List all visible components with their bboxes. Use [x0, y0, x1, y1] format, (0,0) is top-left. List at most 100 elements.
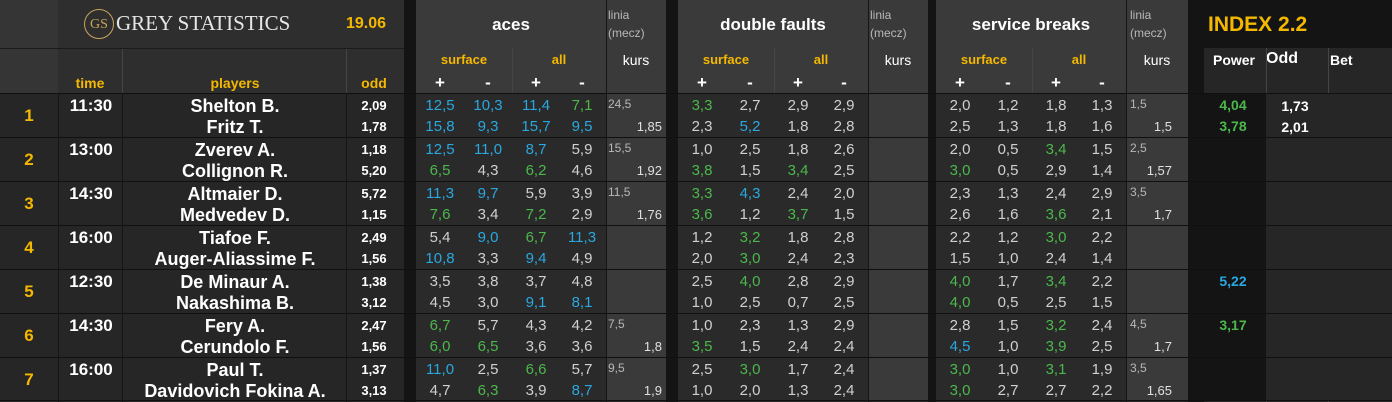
index-odd-value: 2,01	[1281, 119, 1309, 135]
grid-line	[0, 400, 1392, 401]
odd-cell	[346, 313, 404, 357]
aces-value: 4,3	[525, 317, 547, 334]
sb-linia-cell	[1126, 313, 1188, 357]
double-faults-value: 3,3	[691, 97, 713, 114]
players-cell	[58, 93, 346, 137]
grid-line	[1126, 0, 1127, 402]
bet-header: Bet	[1330, 52, 1353, 68]
grid-line	[122, 48, 123, 93]
index-odd-cell	[1266, 225, 1328, 269]
bet-cell	[1328, 357, 1392, 401]
aces-value: 6,0	[429, 338, 451, 355]
aces-minus-header: -	[485, 73, 491, 92]
grid-line	[0, 93, 1392, 94]
index-odd-value: 1,73	[1281, 98, 1309, 114]
double-faults-value: 4,3	[739, 185, 761, 202]
aces-value: 12,5	[425, 97, 455, 114]
player-1-name: Shelton B.	[190, 96, 280, 116]
power-cell	[1204, 181, 1266, 225]
sb-linia-cell	[1126, 225, 1188, 269]
double-faults-value: 2,3	[833, 250, 855, 267]
aces-value: 15,8	[425, 118, 455, 135]
sb-plus-header: +	[955, 73, 965, 92]
sb-linia-cell	[1126, 269, 1188, 313]
match-number: 3	[24, 194, 34, 213]
row-number-cell	[0, 225, 58, 269]
players-cell	[58, 225, 346, 269]
separator	[1188, 0, 1204, 402]
bet-cell	[1328, 137, 1392, 181]
double-faults-value: 1,8	[787, 118, 809, 135]
index-odd-cell	[1266, 137, 1328, 181]
row-number-cell	[0, 269, 58, 313]
aces-linia-header	[606, 0, 666, 93]
sb-linia-value: 4,5	[1130, 317, 1147, 331]
double-faults-value: 2,9	[833, 273, 855, 290]
player-1-odd: 5,72	[361, 186, 387, 201]
sb-linia-value: 3,5	[1130, 185, 1147, 199]
power-cell	[1204, 269, 1266, 313]
service-breaks-value: 3,0	[949, 382, 971, 399]
service-breaks-value: 3,0	[949, 361, 971, 378]
aces-mecz-label: (mecz)	[608, 26, 645, 40]
player-2-name: Fritz T.	[206, 117, 264, 137]
service-breaks-value: 2,9	[1091, 185, 1113, 202]
power-value: 3,17	[1219, 317, 1247, 333]
player-2-name: Davidovich Fokina A.	[144, 381, 326, 401]
players-header: players	[210, 75, 260, 91]
aces-minus-header: -	[579, 73, 585, 92]
sb-linia-cell	[1126, 181, 1188, 225]
player-1-name: Fery A.	[204, 316, 266, 336]
player-2-name: Nakashima B.	[175, 293, 295, 313]
service-breaks-value: 1,5	[1091, 141, 1113, 158]
df-cells	[678, 269, 868, 313]
service-breaks-value: 0,5	[997, 141, 1019, 158]
player-1-odd: 1,38	[361, 274, 387, 289]
power-value: 3,78	[1219, 118, 1247, 134]
sb-kurs-value: 1,65	[1146, 383, 1172, 398]
aces-kurs-value: 1,85	[636, 119, 662, 134]
aces-value: 9,4	[525, 250, 547, 267]
power-cell	[1204, 313, 1266, 357]
grid-line	[0, 181, 1392, 182]
aces-value: 7,1	[571, 97, 593, 114]
df-plus-header: +	[697, 73, 707, 92]
df-linia-cell	[868, 181, 928, 225]
double-faults-value: 2,0	[833, 185, 855, 202]
service-breaks-value: 2,9	[1045, 162, 1067, 179]
sb-linia-value: 1,5	[1130, 97, 1147, 111]
players-cell	[58, 357, 346, 401]
grid-line	[58, 93, 59, 402]
player-2-odd: 1,56	[361, 339, 387, 354]
grid-line	[346, 93, 347, 402]
aces-linia-cell	[606, 357, 666, 401]
index-title: INDEX 2.2	[1208, 13, 1308, 36]
service-breaks-title: service breaks	[971, 15, 1091, 34]
sb-surface-label: surface	[960, 52, 1008, 67]
double-faults-value: 2,5	[739, 294, 761, 311]
aces-value: 4,7	[429, 382, 451, 399]
df-linia-cell	[868, 93, 928, 137]
power-value: 5,22	[1219, 273, 1247, 289]
aces-linia-cell	[606, 181, 666, 225]
service-breaks-value: 2,7	[997, 382, 1019, 399]
corner-cell	[0, 0, 58, 93]
aces-value: 11,0	[473, 141, 503, 158]
double-faults-value: 2,4	[833, 338, 855, 355]
index-header	[1204, 0, 1392, 48]
aces-value: 3,0	[477, 294, 499, 311]
double-faults-title: double faults	[720, 15, 826, 34]
brand-name: GREY STATISTICS	[116, 11, 291, 35]
service-breaks-value: 1,7	[997, 273, 1019, 290]
service-breaks-value: 1,8	[1045, 118, 1067, 135]
separator	[666, 0, 678, 402]
sb-mecz-label: (mecz)	[1130, 26, 1167, 40]
aces-linia-value: 9,5	[608, 361, 625, 375]
player-1-odd: 1,37	[361, 362, 387, 377]
service-breaks-value: 4,0	[949, 273, 971, 290]
match-number: 5	[24, 282, 34, 301]
service-breaks-value: 2,2	[1091, 229, 1113, 246]
grid-line	[606, 0, 607, 402]
player-1-name: Tiafoe F.	[199, 228, 271, 248]
index-subheader	[1204, 48, 1392, 93]
